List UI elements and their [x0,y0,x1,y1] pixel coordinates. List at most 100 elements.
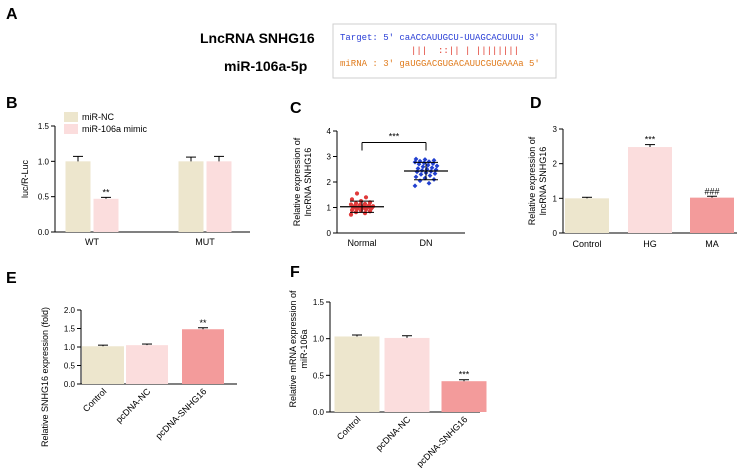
panel-c-point [417,158,423,164]
panel-e: 0.0 0.5 1.0 1.5 2.0 Control pcDNA-NC ** pcDNA-SN… [40,306,237,447]
panel-f: 0.0 0.5 1.0 1.5 Control pcDNA-NC *** pcDNA-SNHG… [288,290,487,469]
panel-b: 0.0 0.5 1.0 1.5 luc/R-Luc ** WT MUT miR-NC miR-10… [20,112,250,247]
panel-d-significance: *** [645,135,656,145]
panel-c-point [418,171,424,177]
panel-c-point [362,201,368,207]
panel-c-point [422,157,428,162]
panel-c-y-axis-label-line2: lncRNA SNHG16 [303,148,313,217]
panel-e-x-tick-label: pcDNA-NC [114,386,153,425]
panel-f-y-axis-label-line2: miR-106a [299,329,309,368]
panel-c-point [362,211,368,216]
panel-c-point [434,163,440,169]
panel-f-bar [334,336,380,412]
panel-f-y-tick-label: 1.5 [313,298,325,307]
panel-b-x-tick-label: MUT [195,237,215,247]
panel-c-y-axis-label-line1: Relative expression of [292,137,302,226]
panel-e-y-tick-label: 1.5 [64,325,76,334]
panel-f-significance: *** [459,370,470,380]
mirna-name-label: miR-106a-5p [224,58,307,74]
panel-c-y-tick-label: 0 [327,229,332,238]
panel-e-bar [126,345,168,384]
panel-e-y-tick-label: 0.0 [64,380,76,389]
panel-d-bar [690,197,734,233]
panel-c-point [433,167,439,173]
panel-f-y-axis-label-line1: Relative mRNA expression of [288,290,298,408]
mirna-sequence: miRNA : 3' gaUGGACGUGACAUUCGUGAAAa 5' [340,59,540,69]
panel-e-x-tick-label: Control [81,386,109,414]
panel-c-point [414,169,420,175]
panel-d-y-axis-label-line1: Relative expression of [527,136,537,225]
alignment-box [332,23,557,79]
panel-c-point [348,202,354,207]
panel-d: 0 1 2 3 Control *** HG ### MA Relative expression… [527,125,737,249]
panel-c-point [413,156,419,162]
panel-a: LncRNA SNHG16 miR-106a-5p Target: 5' caA… [200,23,557,79]
panel-b-x-tick-label: WT [85,237,99,247]
panel-label-e: E [6,270,17,287]
panel-c-y-tick-label: 4 [327,127,332,136]
panel-c-point [426,159,432,164]
panel-e-y-tick-label: 0.5 [64,362,76,371]
panel-d-x-tick-label: Control [572,239,601,249]
panel-d-y-tick-label: 0 [553,229,558,238]
panel-b-bar [178,161,204,232]
panel-b-bar [206,161,232,232]
panel-c-point [422,175,428,181]
panel-e-y-tick-label: 1.0 [64,343,76,352]
panel-b-y-tick-label: 1.5 [38,122,50,131]
panel-f-y-tick-label: 1.0 [313,335,325,344]
panel-c-point [354,191,360,196]
panel-c-point [426,180,432,186]
panel-c-point [424,166,430,172]
panel-d-x-tick-label: HG [643,239,657,249]
panel-c-point [420,164,426,170]
panel-c-point [357,202,363,208]
panel-c-point [425,162,431,168]
panel-c-x-tick-label: Normal [347,238,376,248]
panel-label-b: B [6,95,18,112]
panel-label-a: A [6,6,18,23]
panel-c-point [348,212,354,217]
panel-d-y-axis-label-line2: lncRNA SNHG16 [538,147,548,216]
panel-c-point [412,183,418,189]
panel-c-point [415,166,421,171]
panel-c-point [353,201,359,206]
panel-c-y-tick-label: 3 [327,153,332,162]
panel-b-y-axis-label: luc/R-Luc [20,159,30,198]
pairing-marks: ||| ::|| | |||||||| [411,46,519,56]
panel-f-bar [441,381,487,412]
panel-f-y-tick-label: 0.5 [313,371,325,380]
panel-b-bar [93,198,119,232]
panel-b-significance: ** [102,187,110,197]
panel-c-point [431,157,437,163]
panel-b-legend-swatch [64,112,78,122]
panel-f-bar [384,337,430,412]
panel-f-x-tick-label: pcDNA-SNHG16 [415,414,470,468]
panel-c: 0 1 2 3 4 Relative expression of lncRNA SNHG16… [292,127,465,248]
panel-c-point [421,160,427,166]
panel-b-bar [65,161,91,232]
panel-b-legend-swatch [64,124,78,134]
panel-c-point [363,195,369,200]
panel-e-y-tick-label: 2.0 [64,306,76,315]
panel-f-x-tick-label: pcDNA-NC [374,414,413,453]
panel-c-point [429,165,435,171]
panel-c-point [417,178,423,184]
panel-d-significance: ### [704,186,719,196]
gene-name-label: LncRNA SNHG16 [200,30,315,46]
target-sequence: Target: 5' caACCAUUGCU-UUAGCACUUUu 3' [340,33,540,43]
panel-c-point [413,174,419,180]
panel-f-x-tick-label: Control [335,414,363,442]
panel-b-y-tick-label: 0.0 [38,228,50,237]
panel-c-point [349,197,355,202]
panel-c-y-tick-label: 2 [327,178,332,187]
panel-d-bar [628,147,672,233]
panel-e-significance: ** [199,318,207,328]
panel-label-f: F [290,264,300,281]
panel-d-x-tick-label: MA [705,239,719,249]
panel-d-y-tick-label: 1 [553,194,558,203]
panel-e-bar [182,329,224,384]
panel-c-point [416,161,422,167]
panel-c-x-tick-label: DN [420,238,433,248]
